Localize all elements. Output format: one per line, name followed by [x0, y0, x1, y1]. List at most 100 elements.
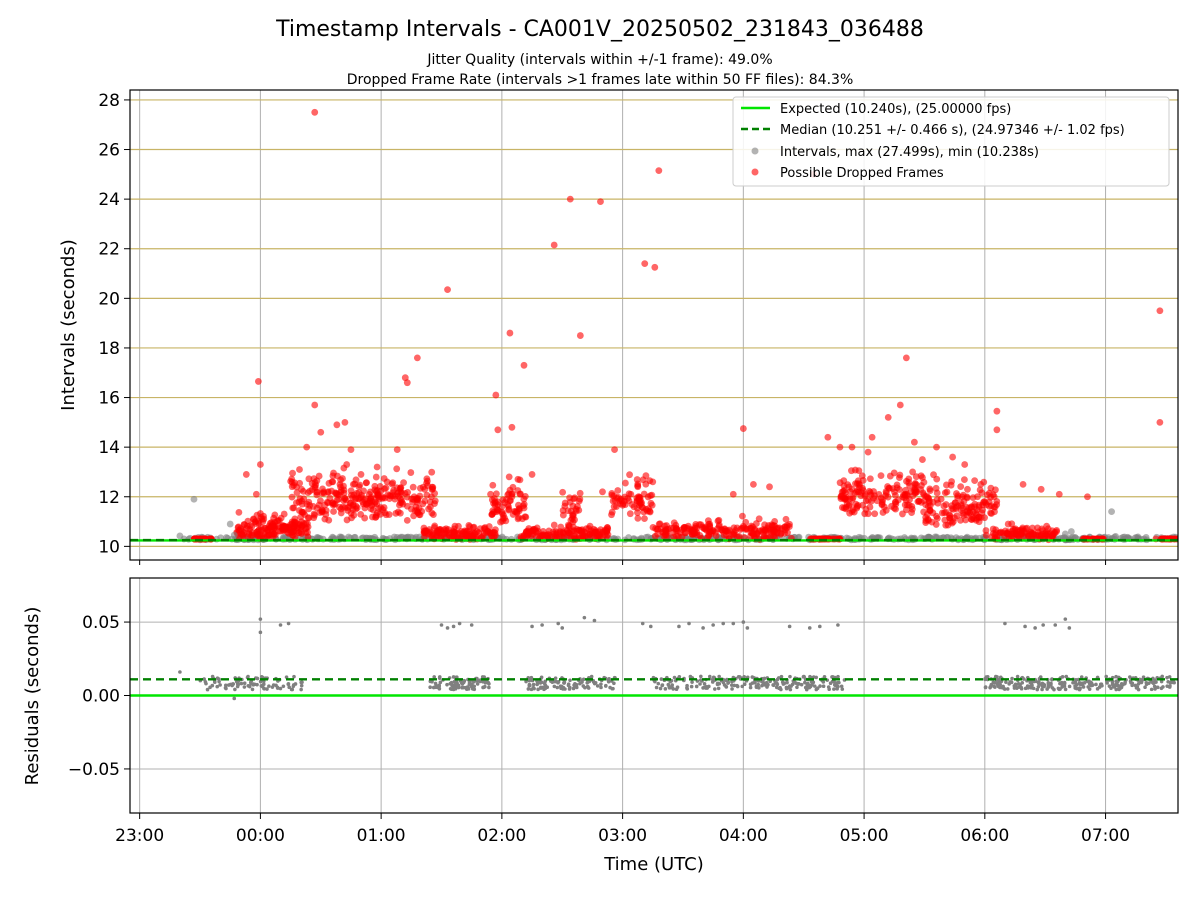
dropped-frame-point	[786, 520, 793, 528]
dropped-frame-point	[909, 468, 917, 476]
dropped-frame-point	[303, 443, 311, 451]
dropped-frame-point	[347, 487, 355, 495]
residual-point	[531, 682, 536, 687]
dropped-frame-point	[442, 525, 450, 533]
residual-point	[983, 685, 988, 690]
residual-point	[780, 680, 785, 685]
residual-point	[552, 684, 557, 689]
x-tick-label: 03:00	[598, 826, 647, 846]
dropped-frame-point	[485, 523, 493, 530]
dropped-frame-point	[985, 502, 993, 510]
dropped-frame-point	[403, 516, 411, 524]
residual-point	[1149, 687, 1154, 692]
dropped-frame-point	[1084, 493, 1091, 501]
dropped-frame-point	[976, 486, 984, 494]
dropped-frame-point	[919, 456, 926, 463]
dropped-frame-point	[739, 512, 746, 520]
legend-intervals-label: Intervals, max (27.499s), min (10.238s)	[780, 145, 1039, 160]
dropped-frame-point	[730, 524, 738, 532]
residual-point	[807, 626, 812, 630]
dropped-frame-point	[991, 503, 999, 511]
legend: Expected (10.240s), (25.00000 fps) Media…	[732, 96, 1170, 187]
dropped-frame-point	[673, 525, 680, 533]
dropped-frame-point	[902, 354, 910, 362]
dropped-frame-point	[957, 507, 965, 514]
dropped-frame-point	[742, 518, 750, 526]
residual-point	[827, 687, 832, 692]
residual-point	[1057, 687, 1061, 692]
dropped-frame-point	[766, 483, 773, 491]
residual-point	[735, 683, 739, 688]
residual-point	[445, 626, 450, 630]
residual-point	[1086, 685, 1090, 689]
dropped-frame-point	[321, 515, 329, 523]
residual-point	[430, 679, 434, 684]
dropped-frame-point	[880, 503, 888, 511]
residual-point	[672, 675, 677, 680]
dropped-frame-point	[506, 329, 514, 337]
residual-point	[698, 678, 703, 682]
dropped-frame-point	[311, 401, 319, 409]
dropped-frame-point	[576, 489, 584, 497]
dropped-frame-point	[961, 476, 968, 484]
dropped-frame-point	[1008, 520, 1016, 528]
residual-point	[592, 618, 597, 623]
dropped-frame-point	[381, 494, 389, 502]
top-y-tick-label: 10	[98, 537, 120, 557]
dropped-frame-point	[275, 517, 283, 524]
dropped-frame-point	[1055, 490, 1063, 498]
dropped-frame-point	[926, 502, 934, 509]
residual-point	[832, 683, 837, 687]
dropped-frame-point	[840, 477, 848, 485]
residual-point	[467, 680, 472, 685]
residual-point	[1067, 684, 1072, 689]
residual-point	[1144, 680, 1149, 685]
residual-point	[1081, 684, 1086, 689]
dropped-frame-point	[990, 493, 998, 501]
residual-point	[527, 678, 532, 683]
dropped-frame-point	[347, 509, 355, 517]
residual-point	[1087, 681, 1092, 686]
dropped-frame-point	[761, 521, 769, 529]
residual-point	[595, 684, 600, 688]
dropped-frame-point	[771, 527, 779, 535]
residual-point	[287, 685, 291, 690]
dropped-frame-point	[281, 523, 289, 531]
residual-point	[530, 624, 534, 629]
dropped-frame-point	[291, 515, 299, 523]
dropped-frame-point	[693, 524, 701, 532]
dropped-frame-point	[254, 378, 262, 385]
dropped-frame-point	[947, 481, 955, 489]
residual-point	[988, 684, 993, 689]
dropped-frame-point	[569, 523, 577, 531]
dropped-frame-point	[750, 480, 757, 488]
dropped-frame-point	[569, 511, 576, 519]
dropped-frame-point	[626, 471, 633, 479]
residual-point	[470, 684, 475, 689]
residual-point	[242, 681, 247, 686]
residual-point	[265, 687, 269, 691]
dropped-frame-point	[884, 413, 892, 421]
residual-point	[461, 685, 465, 690]
dropped-frame-point	[1019, 480, 1027, 488]
residual-point	[762, 682, 767, 687]
dropped-frame-point	[633, 476, 641, 483]
dropped-frame-point	[981, 514, 988, 522]
legend-box	[732, 96, 1170, 187]
residual-point	[663, 687, 668, 691]
dropped-frame-point	[315, 472, 323, 480]
dropped-frame-point	[444, 286, 451, 294]
residual-point	[745, 626, 750, 630]
residual-point	[999, 685, 1004, 690]
residual-point	[1050, 677, 1054, 682]
dropped-frame-point	[838, 488, 846, 496]
residual-point	[1005, 687, 1010, 691]
dropped-frame-point	[342, 496, 350, 504]
dropped-frame-point	[957, 483, 965, 490]
dropped-frame-point	[698, 523, 706, 531]
residual-point	[563, 687, 567, 691]
dropped-frame-point	[237, 526, 245, 534]
residual-point	[274, 683, 278, 688]
residual-point	[1139, 679, 1144, 684]
dropped-frame-point	[777, 530, 785, 538]
